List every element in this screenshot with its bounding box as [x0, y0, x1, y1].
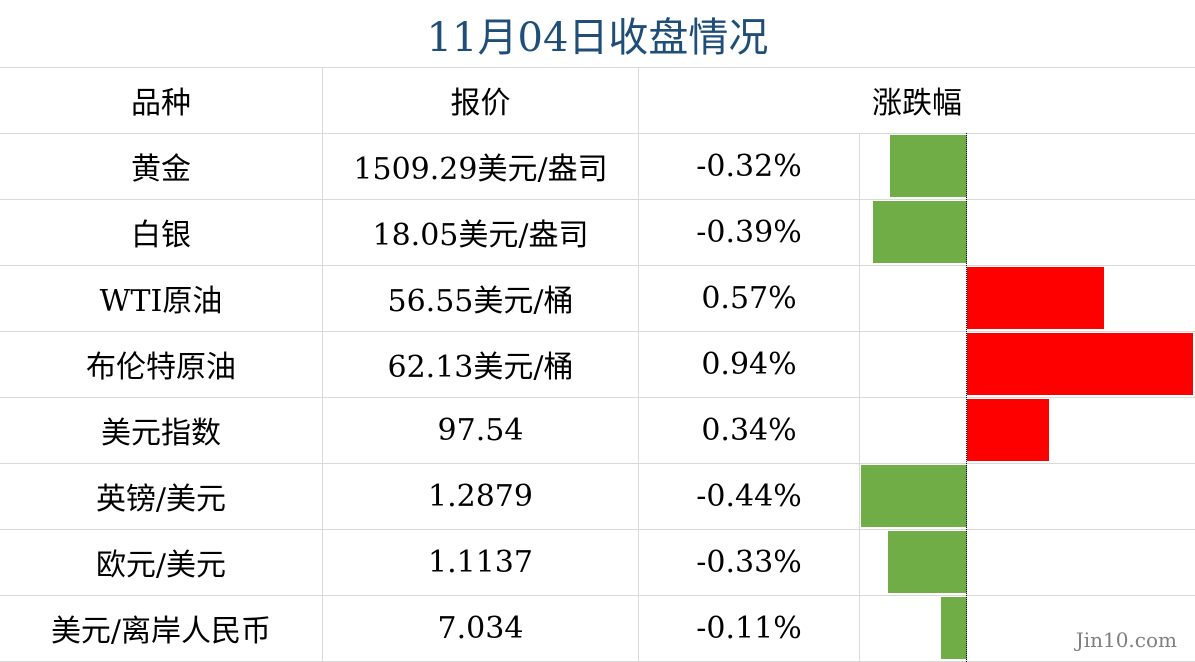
instrument-price: 56.55美元/桶	[323, 265, 639, 331]
instrument-price: 1509.29美元/盎司	[323, 133, 639, 199]
instrument-price: 1.2879	[323, 463, 639, 529]
table-row: WTI原油 56.55美元/桶 0.57%	[0, 265, 1195, 332]
change-bar	[887, 531, 967, 593]
instrument-name: 黄金	[0, 133, 323, 199]
header-price: 报价	[323, 67, 639, 133]
watermark: Jin10.com	[1075, 628, 1177, 652]
header-change: 涨跌幅	[872, 86, 962, 121]
change-bar	[890, 135, 967, 197]
bar-cell	[859, 331, 1195, 397]
header-name: 品种	[0, 67, 323, 133]
bar-cell	[859, 265, 1195, 331]
change-bar	[967, 333, 1193, 395]
bar-cell	[859, 199, 1195, 265]
instrument-name: 布伦特原油	[0, 331, 323, 397]
change-bar	[940, 597, 967, 659]
zero-axis	[966, 133, 967, 662]
instrument-change: -0.33%	[696, 544, 802, 580]
instrument-name: 美元指数	[0, 397, 323, 463]
table-row: 白银 18.05美元/盎司 -0.39%	[0, 199, 1195, 266]
table-row: 欧元/美元 1.1137 -0.33%	[0, 529, 1195, 596]
change-bar	[967, 267, 1104, 329]
bar-cell	[859, 529, 1195, 595]
table-row: 美元指数 97.54 0.34%	[0, 397, 1195, 464]
table-row: 布伦特原油 62.13美元/桶 0.94%	[0, 331, 1195, 398]
instrument-name: 欧元/美元	[0, 529, 323, 595]
instrument-price: 7.034	[323, 595, 639, 661]
instrument-change: -0.32%	[696, 148, 802, 184]
instrument-price: 62.13美元/桶	[323, 331, 639, 397]
change-bar	[861, 465, 967, 527]
change-bar	[967, 399, 1049, 461]
table-row: 黄金 1509.29美元/盎司 -0.32%	[0, 133, 1195, 200]
instrument-change: -0.44%	[696, 478, 802, 514]
change-bar	[873, 201, 967, 263]
bar-cell	[859, 595, 1195, 661]
instrument-name: 美元/离岸人民币	[0, 595, 323, 661]
instrument-price: 1.1137	[323, 529, 639, 595]
bar-cell	[859, 133, 1195, 199]
instrument-change: 0.34%	[701, 412, 797, 448]
instrument-price: 97.54	[323, 397, 639, 463]
page-title: 11月04日收盘情况	[0, 0, 1195, 68]
instrument-change: -0.39%	[696, 214, 802, 250]
instrument-change: -0.11%	[696, 610, 802, 646]
table-row: 美元/离岸人民币 7.034 -0.11%	[0, 595, 1195, 662]
instrument-change: 0.57%	[701, 280, 797, 316]
instrument-price: 18.05美元/盎司	[323, 199, 639, 265]
table-row: 英镑/美元 1.2879 -0.44%	[0, 463, 1195, 530]
bar-cell	[859, 397, 1195, 463]
instrument-name: 白银	[0, 199, 323, 265]
instrument-name: WTI原油	[0, 265, 323, 331]
instrument-change: 0.94%	[701, 346, 797, 382]
instrument-name: 英镑/美元	[0, 463, 323, 529]
table-header-row: 品种 报价 涨跌幅	[0, 67, 1195, 134]
bar-cell	[859, 463, 1195, 529]
